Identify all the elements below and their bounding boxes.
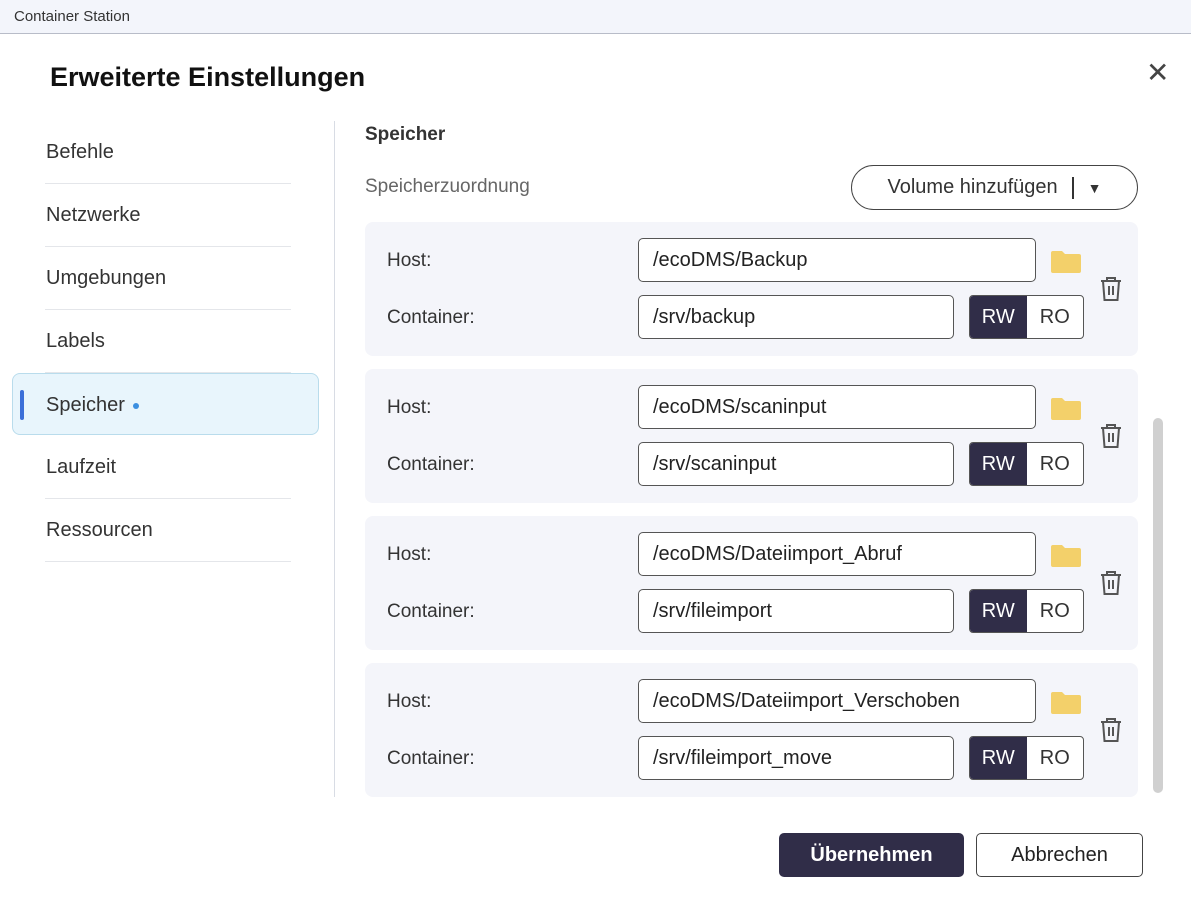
host-path-input[interactable]: /ecoDMS/Dateiimport_Abruf: [638, 532, 1036, 576]
folder-icon[interactable]: [1050, 397, 1082, 421]
folder-icon[interactable]: [1050, 691, 1082, 715]
rw-option[interactable]: RW: [970, 737, 1027, 779]
folder-icon[interactable]: [1050, 544, 1082, 568]
nav-item-speicher[interactable]: Speicher: [12, 373, 319, 435]
nav-item-label: Umgebungen: [46, 267, 167, 289]
nav-item-befehle[interactable]: Befehle: [45, 121, 291, 184]
close-icon[interactable]: ✕: [1146, 57, 1170, 88]
volume-mapping: Host: /ecoDMS/Backup Container: /srv/bac…: [365, 222, 1138, 356]
host-label: Host:: [387, 544, 432, 565]
access-mode-toggle: RW RO: [969, 589, 1084, 633]
nav-item-label: Labels: [46, 330, 105, 352]
dropdown-arrow-icon[interactable]: ▼: [1087, 179, 1102, 196]
nav-item-laufzeit[interactable]: Laufzeit: [45, 436, 291, 499]
nav-item-label: Laufzeit: [46, 456, 117, 478]
ro-option[interactable]: RO: [1039, 747, 1070, 769]
host-path-input[interactable]: /ecoDMS/scaninput: [638, 385, 1036, 429]
container-label: Container:: [387, 748, 475, 769]
add-volume-button[interactable]: Volume hinzufügen ▼: [851, 165, 1138, 210]
rw-option[interactable]: RW: [970, 590, 1027, 632]
window-title: Container Station: [0, 0, 1191, 34]
nav-item-label: Speicher: [46, 394, 125, 416]
access-mode-toggle: RW RO: [969, 736, 1084, 780]
cancel-button[interactable]: Abbrechen: [976, 833, 1143, 877]
nav-item-netzwerke[interactable]: Netzwerke: [45, 184, 291, 247]
mapping-label: Speicherzuordnung: [365, 176, 530, 197]
section-title: Speicher: [365, 124, 446, 145]
nav-item-ressourcen[interactable]: Ressourcen: [45, 499, 291, 562]
scrollbar[interactable]: [1153, 418, 1163, 793]
apply-button[interactable]: Übernehmen: [779, 833, 964, 877]
trash-icon[interactable]: [1099, 276, 1123, 302]
volume-mapping: Host: /ecoDMS/scaninput Container: /srv/…: [365, 369, 1138, 503]
container-label: Container:: [387, 307, 475, 328]
rw-option[interactable]: RW: [970, 296, 1027, 338]
access-mode-toggle: RW RO: [969, 442, 1084, 486]
access-mode-toggle: RW RO: [969, 295, 1084, 339]
host-label: Host:: [387, 691, 432, 712]
container-path-input[interactable]: /srv/fileimport_move: [638, 736, 954, 780]
volume-mapping: Host: /ecoDMS/Dateiimport_Verschoben Con…: [365, 663, 1138, 797]
divider: [334, 121, 335, 797]
ro-option[interactable]: RO: [1039, 453, 1070, 475]
dialog-title: Erweiterte Einstellungen: [50, 62, 366, 92]
folder-icon[interactable]: [1050, 250, 1082, 274]
host-path-input[interactable]: /ecoDMS/Backup: [638, 238, 1036, 282]
container-label: Container:: [387, 454, 475, 475]
container-label: Container:: [387, 601, 475, 622]
host-label: Host:: [387, 250, 432, 271]
ro-option[interactable]: RO: [1039, 306, 1070, 328]
container-path-input[interactable]: /srv/scaninput: [638, 442, 954, 486]
container-path-input[interactable]: /srv/backup: [638, 295, 954, 339]
nav-item-labels[interactable]: Labels: [45, 310, 291, 373]
advanced-settings-dialog: Erweiterte Einstellungen ✕ Befehle Netzwe…: [0, 34, 1191, 915]
rw-option[interactable]: RW: [970, 443, 1027, 485]
host-label: Host:: [387, 397, 432, 418]
trash-icon[interactable]: [1099, 570, 1123, 596]
add-volume-label: Volume hinzufügen: [887, 176, 1058, 198]
button-separator: [1071, 176, 1074, 199]
nav-item-umgebungen[interactable]: Umgebungen: [45, 247, 291, 310]
volume-mapping: Host: /ecoDMS/Dateiimport_Abruf Containe…: [365, 516, 1138, 650]
host-path-input[interactable]: /ecoDMS/Dateiimport_Verschoben: [638, 679, 1036, 723]
ro-option[interactable]: RO: [1039, 600, 1070, 622]
nav-item-label: Ressourcen: [46, 519, 153, 541]
nav-item-label: Netzwerke: [46, 204, 141, 226]
trash-icon[interactable]: [1099, 717, 1123, 743]
nav-item-label: Befehle: [46, 141, 114, 163]
trash-icon[interactable]: [1099, 423, 1123, 449]
container-path-input[interactable]: /srv/fileimport: [638, 589, 954, 633]
modified-dot: [132, 402, 139, 409]
